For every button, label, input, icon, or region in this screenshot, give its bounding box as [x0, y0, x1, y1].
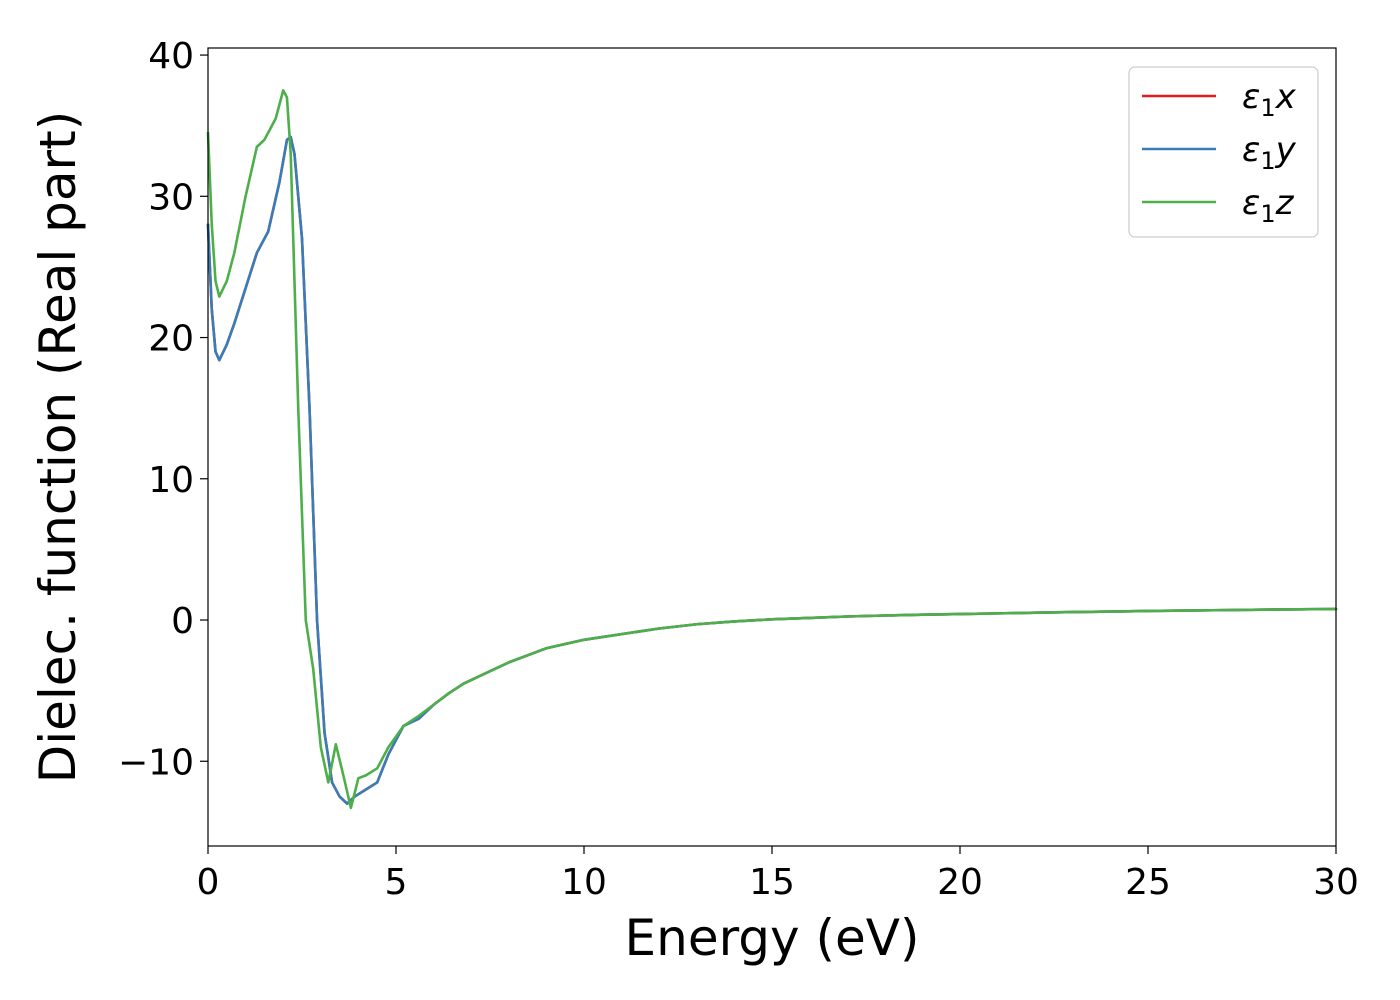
legend-suffix: y — [1275, 130, 1297, 170]
legend-box — [1128, 66, 1319, 238]
x-axis-ticks: 0 5 10 15 20 25 30 — [197, 846, 1359, 903]
legend-subscript: 1 — [1260, 147, 1275, 175]
legend-symbol: ε — [1242, 130, 1260, 170]
legend-label-x: ε1x — [1242, 77, 1297, 122]
legend-label-y: ε1y — [1242, 130, 1297, 175]
plot-frame — [207, 47, 1337, 847]
y-tick-label: 20 — [148, 319, 194, 360]
legend-symbol: ε — [1242, 183, 1260, 223]
y-tick-label: 30 — [148, 177, 194, 218]
x-tick-label: 30 — [1313, 862, 1359, 903]
y-tick-label: 10 — [148, 460, 194, 501]
legend-label-z: ε1z — [1242, 183, 1295, 228]
x-tick-label: 25 — [1125, 862, 1171, 903]
x-axis-title: Energy (eV) — [625, 909, 920, 967]
y-axis-ticks: −10 0 10 20 30 40 — [118, 36, 208, 783]
legend-symbol: ε — [1242, 77, 1260, 117]
legend-suffix: z — [1275, 183, 1295, 223]
legend-suffix: x — [1275, 77, 1297, 117]
x-tick-label: 0 — [197, 862, 220, 903]
legend-subscript: 1 — [1260, 94, 1275, 122]
y-tick-label: 0 — [171, 601, 194, 642]
series-line-z — [206, 89, 1338, 810]
legend-subscript: 1 — [1260, 200, 1275, 228]
y-tick-label: 40 — [148, 36, 194, 77]
y-tick-label: −10 — [118, 742, 194, 783]
series-lines — [206, 89, 1338, 810]
x-tick-label: 5 — [385, 862, 408, 903]
x-tick-label: 10 — [561, 862, 607, 903]
x-tick-label: 20 — [937, 862, 983, 903]
x-tick-label: 15 — [749, 862, 795, 903]
y-axis-title: Dielec. function (Real part) — [29, 111, 87, 783]
